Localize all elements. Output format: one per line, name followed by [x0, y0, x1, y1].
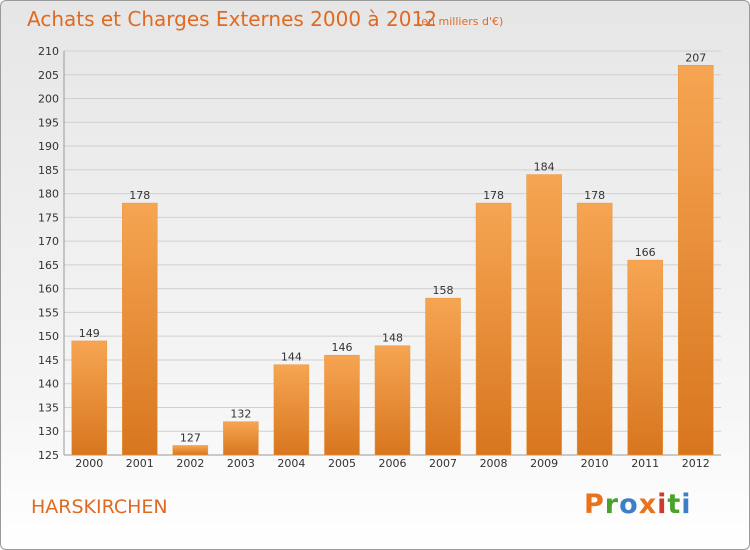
- logo-letter: i: [657, 489, 668, 520]
- data-label: 158: [433, 284, 454, 297]
- bar: [576, 202, 613, 456]
- logo-letter: o: [619, 489, 639, 520]
- data-label: 146: [331, 341, 352, 354]
- y-tick-label: 175: [38, 211, 59, 224]
- y-tick-label: 170: [38, 235, 59, 248]
- y-tick-label: 145: [38, 354, 59, 367]
- x-tick-label: 2000: [75, 457, 103, 470]
- x-tick-label: 2011: [631, 457, 659, 470]
- bar: [172, 445, 209, 456]
- x-tick-label: 2004: [277, 457, 305, 470]
- data-label: 144: [281, 351, 302, 364]
- y-tick-label: 205: [38, 69, 59, 82]
- data-label: 178: [483, 189, 504, 202]
- x-tick-label: 2005: [328, 457, 356, 470]
- bar: [374, 345, 411, 456]
- y-tick-label: 185: [38, 164, 59, 177]
- bar: [122, 202, 158, 456]
- y-tick-label: 190: [38, 140, 59, 153]
- logo-letter: x: [638, 489, 658, 520]
- y-tick-label: 150: [38, 330, 59, 343]
- y-tick-label: 210: [38, 45, 59, 58]
- y-tick-label: 180: [38, 188, 59, 201]
- logo-letter: i: [681, 489, 692, 520]
- data-labels: 149 178 127 132 144 146 148 158 178 184 178 166 207: [79, 51, 706, 444]
- x-tick-label: 2001: [126, 457, 154, 470]
- bar: [223, 421, 259, 456]
- x-tick-label: 2009: [530, 457, 558, 470]
- y-tick-label: 165: [38, 259, 59, 272]
- data-label: 149: [79, 327, 100, 340]
- x-tick-label: 2012: [682, 457, 710, 470]
- bar: [273, 364, 310, 456]
- data-label: 132: [230, 408, 251, 421]
- y-axis-ticks: 125 130 135 140 145 150 155 160 165 170 175 180 185 1…: [38, 45, 59, 462]
- bar: [324, 354, 360, 456]
- x-tick-label: 2007: [429, 457, 457, 470]
- data-label: 166: [635, 246, 656, 259]
- y-tick-label: 135: [38, 401, 59, 414]
- bar: [71, 340, 108, 456]
- data-label: 207: [685, 51, 706, 64]
- data-label: 127: [180, 431, 201, 444]
- chart-unit: (en milliers d'€): [417, 15, 504, 28]
- data-label: 148: [382, 332, 403, 345]
- x-tick-label: 2010: [581, 457, 609, 470]
- y-tick-label: 130: [38, 425, 59, 438]
- x-axis-labels: 2000 2001 2002 2003 2004 2005 2006 2007 2008 2009…: [75, 457, 709, 470]
- bar: [677, 65, 714, 456]
- logo-letter: t: [667, 489, 682, 520]
- y-tick-label: 155: [38, 306, 59, 319]
- place-name: HARSKIRCHEN: [31, 496, 168, 518]
- bar: [526, 174, 562, 456]
- data-label: 184: [534, 161, 555, 174]
- bars: [71, 65, 714, 456]
- data-label: 178: [129, 189, 150, 202]
- x-tick-label: 2002: [176, 457, 204, 470]
- proxiti-logo: Proxiti: [584, 489, 692, 520]
- y-tick-label: 195: [38, 116, 59, 129]
- data-label: 178: [584, 189, 605, 202]
- y-tick-label: 125: [38, 449, 59, 462]
- x-tick-label: 2008: [480, 457, 508, 470]
- bar: [475, 202, 512, 456]
- logo-letter: P: [584, 489, 605, 520]
- x-tick-label: 2006: [379, 457, 407, 470]
- y-tick-label: 200: [38, 93, 59, 106]
- bar: [425, 297, 461, 456]
- chart-title: Achats et Charges Externes 2000 à 2012: [27, 7, 437, 31]
- y-tick-label: 160: [38, 283, 59, 296]
- logo-letter: r: [604, 489, 620, 520]
- bar: [627, 259, 663, 456]
- x-tick-label: 2003: [227, 457, 255, 470]
- y-tick-label: 140: [38, 378, 59, 391]
